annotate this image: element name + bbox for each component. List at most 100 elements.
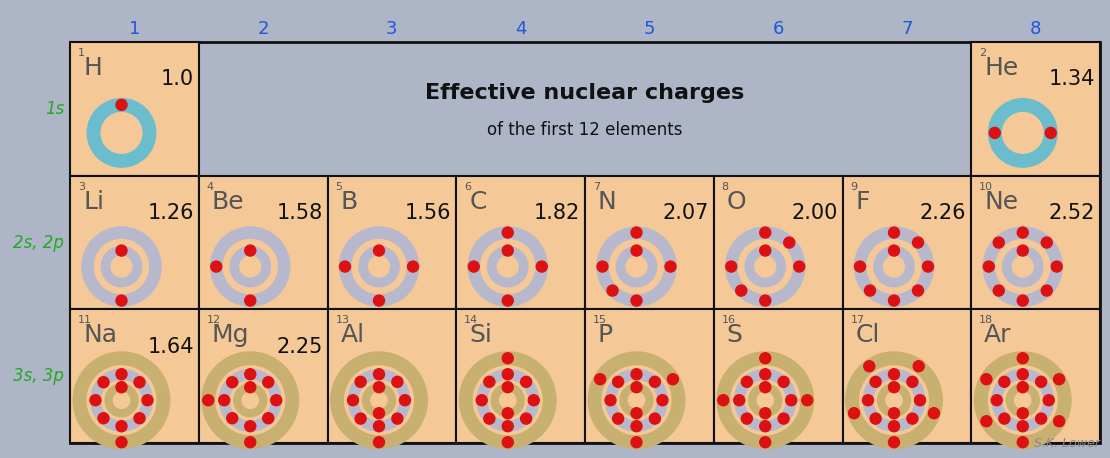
Text: 9: 9 [850, 182, 858, 191]
Circle shape [759, 295, 770, 306]
Text: Na: Na [83, 323, 117, 347]
Circle shape [340, 261, 351, 272]
Circle shape [134, 413, 145, 424]
Circle shape [784, 237, 795, 248]
Circle shape [117, 421, 127, 432]
Text: 2.25: 2.25 [276, 337, 323, 357]
Circle shape [613, 413, 624, 424]
Text: 5: 5 [644, 20, 655, 38]
Circle shape [373, 295, 384, 306]
Circle shape [407, 261, 418, 272]
Text: 15: 15 [593, 316, 607, 325]
Circle shape [907, 376, 918, 387]
Bar [585, 176, 714, 309]
Text: He: He [985, 56, 1019, 80]
Circle shape [630, 369, 642, 380]
Text: Al: Al [341, 323, 364, 347]
Circle shape [630, 382, 642, 393]
Circle shape [649, 376, 660, 387]
Circle shape [244, 421, 255, 432]
Circle shape [117, 245, 127, 256]
Circle shape [915, 395, 926, 406]
Text: 16: 16 [722, 316, 736, 325]
Circle shape [993, 237, 1005, 248]
Circle shape [759, 382, 770, 393]
Circle shape [605, 395, 616, 406]
Bar [714, 309, 842, 443]
Circle shape [848, 408, 859, 419]
Text: 3s, 3p: 3s, 3p [13, 367, 64, 385]
Circle shape [502, 382, 513, 393]
Text: 2: 2 [979, 48, 987, 58]
Circle shape [759, 245, 770, 256]
Text: 12: 12 [206, 316, 221, 325]
Circle shape [1017, 421, 1028, 432]
Circle shape [888, 245, 899, 256]
Circle shape [1041, 285, 1052, 296]
Circle shape [502, 245, 513, 256]
Circle shape [993, 285, 1005, 296]
Circle shape [726, 261, 737, 272]
Text: 8: 8 [1030, 20, 1041, 38]
Text: 8: 8 [722, 182, 729, 191]
Circle shape [373, 245, 384, 256]
Text: 1.64: 1.64 [148, 337, 194, 357]
Circle shape [502, 421, 513, 432]
Circle shape [1036, 413, 1047, 424]
Bar [971, 42, 1100, 176]
Circle shape [981, 374, 992, 385]
Text: C: C [470, 190, 486, 214]
Text: 2: 2 [258, 20, 269, 38]
Circle shape [373, 408, 384, 419]
Text: of the first 12 elements: of the first 12 elements [487, 121, 683, 139]
Circle shape [392, 376, 403, 387]
Circle shape [870, 413, 881, 424]
Circle shape [613, 376, 624, 387]
Circle shape [502, 227, 513, 238]
Circle shape [1051, 261, 1062, 272]
Circle shape [862, 395, 874, 406]
Circle shape [657, 395, 668, 406]
Circle shape [928, 408, 939, 419]
Bar [70, 176, 199, 309]
Circle shape [759, 369, 770, 380]
Bar [714, 176, 842, 309]
Circle shape [999, 413, 1010, 424]
Text: Be: Be [212, 190, 244, 214]
Circle shape [1017, 369, 1028, 380]
Text: 1.82: 1.82 [534, 203, 581, 223]
Circle shape [630, 421, 642, 432]
Circle shape [244, 369, 255, 380]
Text: S: S [727, 323, 743, 347]
Circle shape [981, 416, 992, 427]
Text: 3: 3 [78, 182, 85, 191]
Bar [199, 309, 327, 443]
Circle shape [630, 227, 642, 238]
Bar [842, 309, 971, 443]
Circle shape [521, 413, 532, 424]
Text: 11: 11 [78, 316, 92, 325]
Bar [971, 176, 1100, 309]
Circle shape [989, 127, 1000, 138]
Circle shape [355, 413, 366, 424]
Circle shape [476, 395, 487, 406]
Bar [70, 309, 199, 443]
Text: 2s, 2p: 2s, 2p [13, 234, 64, 251]
Circle shape [1017, 353, 1028, 364]
Text: S.K. Lower: S.K. Lower [1035, 437, 1100, 450]
Circle shape [991, 395, 1002, 406]
Circle shape [922, 261, 934, 272]
Circle shape [667, 374, 678, 385]
Circle shape [888, 382, 899, 393]
Text: 18: 18 [979, 316, 993, 325]
Circle shape [98, 377, 109, 388]
Text: O: O [727, 190, 746, 214]
Text: 2.26: 2.26 [920, 203, 966, 223]
Circle shape [263, 377, 274, 388]
Text: 1.0: 1.0 [161, 70, 194, 89]
Bar [70, 42, 199, 176]
Text: F: F [856, 190, 870, 214]
Bar [327, 309, 456, 443]
Text: Mg: Mg [212, 323, 250, 347]
Circle shape [741, 413, 753, 424]
